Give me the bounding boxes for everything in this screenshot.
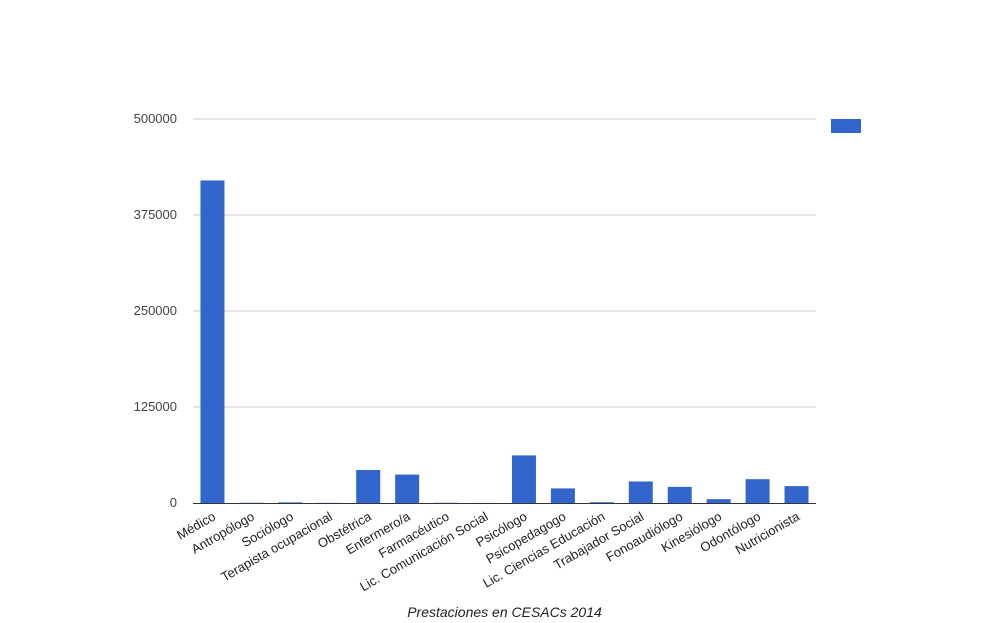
bar (356, 469, 381, 503)
legend-swatch (831, 119, 861, 133)
x-axis-title: Prestaciones en CESACs 2014 (407, 604, 602, 620)
bar (667, 486, 692, 503)
y-tick-label: 500000 (134, 111, 177, 126)
bars (200, 180, 809, 503)
bar (511, 455, 536, 503)
bar (628, 481, 653, 503)
bar (784, 486, 809, 503)
bar (200, 180, 225, 503)
y-tick-label: 0 (170, 495, 177, 510)
bar (550, 488, 575, 503)
bar (278, 502, 303, 503)
y-tick-label: 125000 (134, 399, 177, 414)
y-tick-label: 250000 (134, 303, 177, 318)
bar (706, 499, 731, 503)
y-tick-label: 375000 (134, 207, 177, 222)
bar (589, 502, 614, 503)
bar (745, 479, 770, 503)
gridlines (193, 118, 816, 408)
bar (395, 474, 420, 503)
y-axis-tick-labels: 0 125000 250000 375000 500000 (134, 111, 177, 510)
